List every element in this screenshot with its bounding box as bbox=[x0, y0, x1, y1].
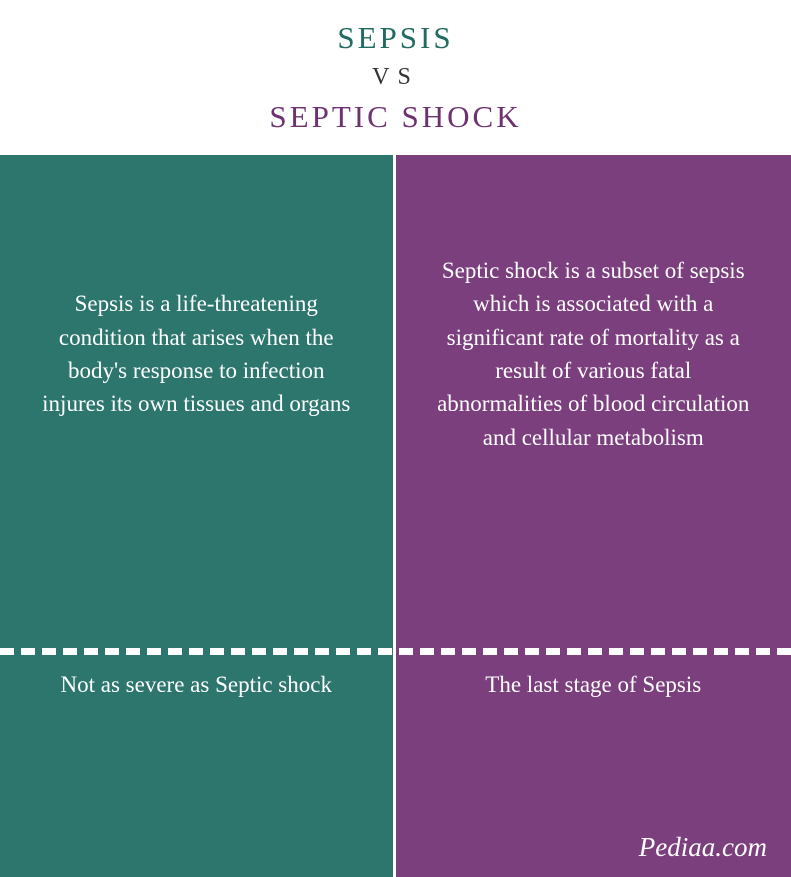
source-credit: Pediaa.com bbox=[639, 832, 767, 863]
left-column: Sepsis is a life-threatening condition t… bbox=[0, 155, 396, 877]
right-column: Septic shock is a subset of sepsis which… bbox=[396, 155, 791, 877]
right-definition-cell: Septic shock is a subset of sepsis which… bbox=[432, 185, 756, 523]
comparison-infographic: SEPSIS VS SEPTIC SHOCK Sepsis is a life-… bbox=[0, 0, 791, 877]
title-left-term: SEPSIS bbox=[337, 20, 453, 56]
left-severity-cell: Not as severe as Septic shock bbox=[36, 523, 357, 847]
comparison-grid: Sepsis is a life-threatening condition t… bbox=[0, 155, 791, 877]
header: SEPSIS VS SEPTIC SHOCK bbox=[0, 0, 791, 155]
row-divider bbox=[0, 648, 791, 655]
left-definition-cell: Sepsis is a life-threatening condition t… bbox=[36, 185, 357, 523]
right-severity-cell: The last stage of Sepsis bbox=[432, 523, 756, 847]
vs-label: VS bbox=[372, 64, 419, 91]
title-right-term: SEPTIC SHOCK bbox=[269, 99, 521, 135]
